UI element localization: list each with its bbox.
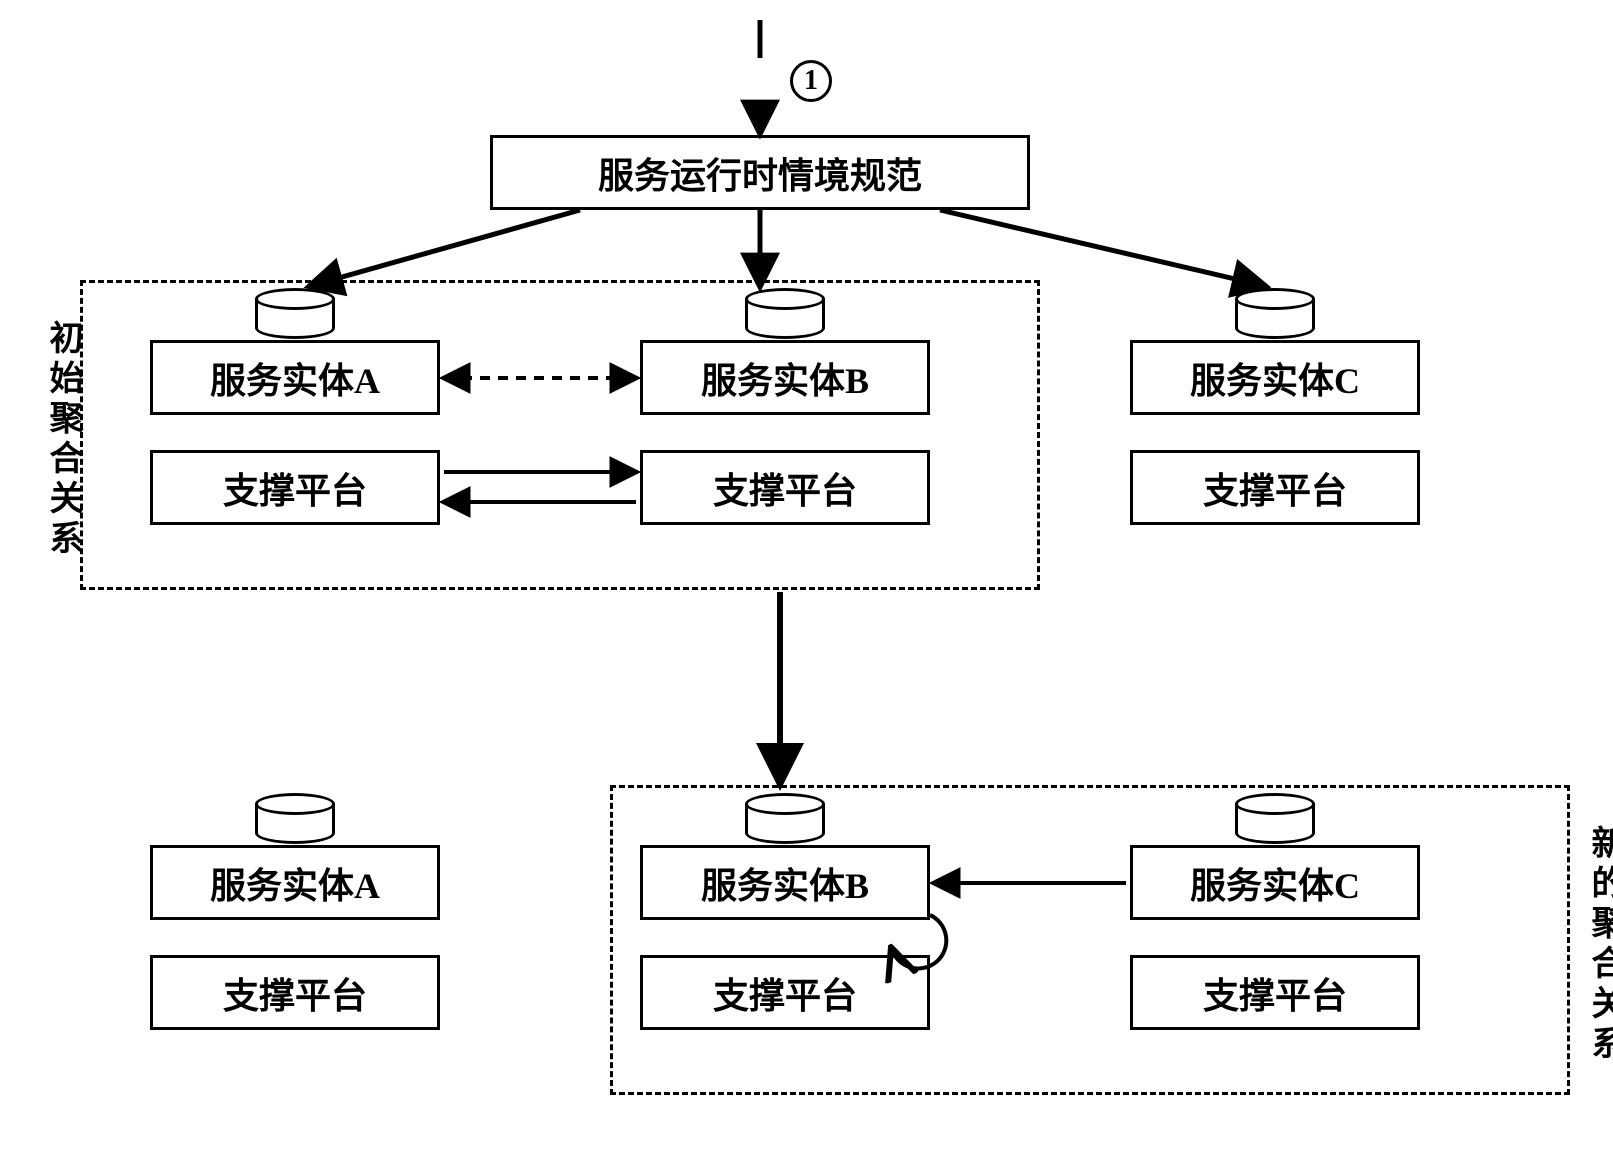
initial-aggregation-group — [80, 280, 1040, 590]
platform-c-upper: 支撑平台 — [1130, 450, 1420, 525]
new-aggregation-label: 新的聚合关系 — [1580, 825, 1613, 1065]
service-entity-c-lower: 服务实体C — [1130, 845, 1420, 920]
service-entity-b-upper: 服务实体B — [640, 340, 930, 415]
platform-label: 支撑平台 — [713, 462, 857, 514]
service-entity-a-upper: 服务实体A — [150, 340, 440, 415]
entity-label: 服务实体A — [210, 352, 380, 404]
service-entity-a-lower: 服务实体A — [150, 845, 440, 920]
platform-label: 支撑平台 — [223, 462, 367, 514]
entity-label: 服务实体C — [1190, 857, 1360, 909]
step-marker: 1 — [790, 60, 832, 102]
cylinder-icon — [255, 793, 335, 848]
platform-label: 支撑平台 — [223, 967, 367, 1019]
entity-label: 服务实体C — [1190, 352, 1360, 404]
initial-aggregation-label: 初始聚合关系 — [38, 320, 87, 560]
platform-b-upper: 支撑平台 — [640, 450, 930, 525]
platform-label: 支撑平台 — [713, 967, 857, 1019]
platform-b-lower: 支撑平台 — [640, 955, 930, 1030]
platform-a-lower: 支撑平台 — [150, 955, 440, 1030]
entity-label: 服务实体B — [701, 352, 869, 404]
entity-label: 服务实体B — [701, 857, 869, 909]
platform-label: 支撑平台 — [1203, 967, 1347, 1019]
platform-c-lower: 支撑平台 — [1130, 955, 1420, 1030]
service-entity-b-lower: 服务实体B — [640, 845, 930, 920]
cylinder-icon — [745, 288, 825, 343]
cylinder-icon — [1235, 793, 1315, 848]
cylinder-icon — [255, 288, 335, 343]
step-label: 1 — [804, 65, 818, 97]
cylinder-icon — [745, 793, 825, 848]
runtime-context-spec-label: 服务运行时情境规范 — [598, 147, 922, 199]
cylinder-icon — [1235, 288, 1315, 343]
runtime-context-spec-box: 服务运行时情境规范 — [490, 135, 1030, 210]
service-entity-c-upper: 服务实体C — [1130, 340, 1420, 415]
platform-label: 支撑平台 — [1203, 462, 1347, 514]
entity-label: 服务实体A — [210, 857, 380, 909]
platform-a-upper: 支撑平台 — [150, 450, 440, 525]
diagram-canvas: 1 服务运行时情境规范 初始聚合关系 新的聚合关系 服务实体A 支撑平台 服务实… — [20, 20, 1613, 1153]
